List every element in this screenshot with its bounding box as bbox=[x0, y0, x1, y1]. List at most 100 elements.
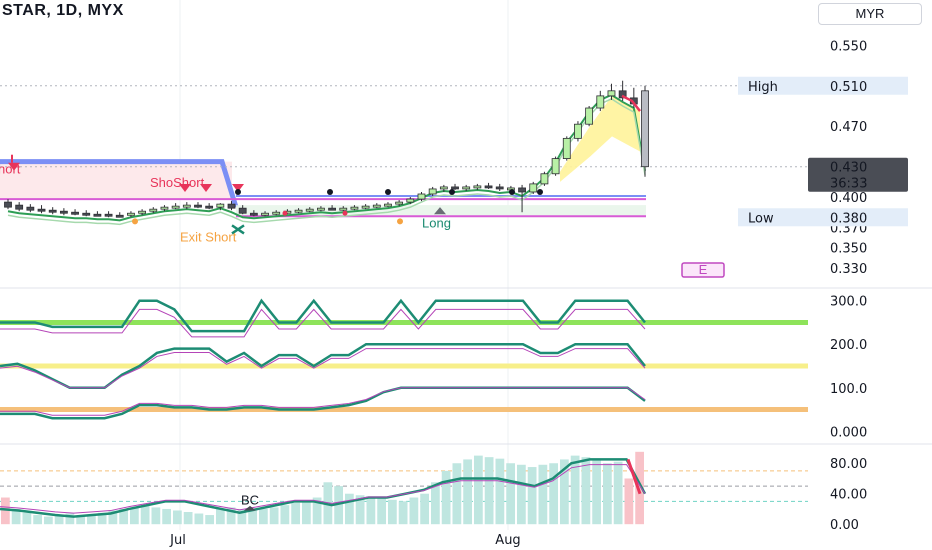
long-label: Long bbox=[422, 215, 451, 230]
candle-body bbox=[607, 90, 616, 97]
oscillator-bar bbox=[549, 463, 558, 525]
exit-dot bbox=[132, 218, 138, 225]
oscillator-bar bbox=[377, 498, 386, 525]
x-axis-label-jul: Jul bbox=[169, 533, 186, 548]
candle-body bbox=[641, 90, 649, 168]
price-tick-label: 0.400 bbox=[830, 191, 867, 206]
oscillator-bar bbox=[420, 493, 429, 525]
short-signal-arrow bbox=[179, 183, 191, 192]
candle-body bbox=[127, 212, 135, 216]
bc-marker bbox=[244, 505, 256, 511]
minor-signal-dot bbox=[282, 210, 288, 216]
oscillator-tick-label: 40.00 bbox=[830, 488, 867, 503]
signal-dot bbox=[385, 188, 391, 195]
oscillator-bar bbox=[33, 515, 42, 525]
oscillator-bar bbox=[130, 507, 139, 525]
high-label-badge bbox=[738, 76, 808, 95]
indicator-series-line bbox=[0, 386, 646, 420]
candle-body bbox=[238, 207, 247, 214]
price-tick-label: 0.350 bbox=[830, 242, 867, 257]
oscillator-bar bbox=[291, 502, 300, 525]
low-label-badge bbox=[738, 208, 808, 227]
bc-label: BC bbox=[241, 492, 259, 507]
candle-body bbox=[216, 203, 225, 208]
oscillator-bar bbox=[538, 464, 548, 525]
candle-body bbox=[205, 205, 214, 209]
short-signal-arrow bbox=[200, 183, 212, 192]
oscillator-bar bbox=[248, 510, 257, 525]
high-value: 0.510 bbox=[830, 80, 867, 95]
short-signal-arrow bbox=[232, 183, 244, 192]
short-label-2: ShoShort bbox=[150, 175, 205, 190]
indicator-signal-line bbox=[0, 387, 646, 416]
oscillator-bar bbox=[581, 457, 591, 525]
oscillator-bar bbox=[495, 458, 505, 525]
indicator-tick-label: 300.0 bbox=[830, 295, 867, 310]
oscillator-bar bbox=[119, 508, 128, 525]
candle-body bbox=[428, 188, 437, 195]
indicator-tick-label: 200.0 bbox=[830, 338, 867, 353]
oscillator-signal-line bbox=[0, 464, 646, 514]
short-signal-arrow bbox=[8, 162, 20, 171]
short-zone bbox=[0, 161, 232, 200]
long-signal-triangle bbox=[434, 207, 446, 215]
exit-short-label: Exit Short bbox=[180, 230, 237, 245]
price-tick-label: 0.470 bbox=[830, 120, 867, 135]
symbol-title: STAR, 1D, MYX bbox=[2, 2, 124, 19]
candle-body bbox=[350, 206, 359, 210]
oscillator-bar bbox=[22, 512, 32, 525]
signal-dot bbox=[537, 188, 543, 195]
price-tick-label: 0.330 bbox=[830, 262, 867, 277]
candle-body bbox=[171, 205, 180, 209]
oscillator-bar bbox=[140, 505, 150, 525]
oscillator-bar bbox=[173, 510, 182, 525]
indicator-tick-label: 100.0 bbox=[830, 382, 867, 397]
bar-countdown: 36:33 bbox=[830, 177, 867, 192]
candle-body bbox=[182, 204, 191, 208]
candle-body bbox=[596, 95, 605, 109]
indicator-signal-line bbox=[0, 348, 646, 389]
candle-body bbox=[406, 198, 415, 203]
oscillator-bar bbox=[570, 455, 580, 525]
candle-body bbox=[462, 186, 471, 190]
candle-body bbox=[93, 213, 102, 217]
candle-body bbox=[618, 90, 627, 99]
candle-body bbox=[261, 212, 269, 216]
exit-x-marker bbox=[231, 224, 245, 235]
oscillator-bar bbox=[452, 463, 462, 525]
oscillator-bar bbox=[237, 508, 247, 525]
indicator-tick-label: 0.000 bbox=[830, 425, 867, 440]
minor-signal-dot bbox=[342, 210, 348, 216]
short-label: hort bbox=[0, 162, 21, 177]
signal-dot bbox=[509, 188, 515, 195]
signal-dot bbox=[327, 188, 333, 195]
ma-fill-yellow bbox=[560, 95, 640, 182]
oscillator-bar bbox=[162, 508, 171, 525]
ma-line-lightgreen bbox=[7, 98, 646, 226]
oscillator-bar bbox=[506, 463, 515, 525]
candle-body bbox=[249, 212, 258, 216]
candle-body bbox=[194, 204, 202, 208]
oscillator-bar bbox=[613, 461, 623, 525]
oscillator-bar bbox=[409, 497, 419, 525]
oscillator-series-line bbox=[0, 458, 647, 518]
candle-body bbox=[71, 211, 79, 215]
candle-body bbox=[551, 158, 560, 175]
candle-body bbox=[104, 213, 113, 217]
exit-dot bbox=[397, 218, 403, 225]
candle-body bbox=[317, 207, 325, 211]
candle-body bbox=[294, 209, 303, 213]
candle-body bbox=[149, 208, 158, 212]
candle-body bbox=[339, 207, 348, 211]
candle-body bbox=[48, 209, 57, 213]
candle-body bbox=[395, 201, 404, 205]
oscillator-drop-line bbox=[626, 458, 642, 495]
oscillator-bar bbox=[11, 508, 21, 525]
low-value-badge bbox=[808, 208, 908, 227]
oscillator-bar bbox=[366, 496, 376, 525]
currency-selector[interactable]: MYR bbox=[818, 3, 922, 25]
price-tick-label: 0.550 bbox=[830, 39, 867, 54]
oscillator-bar bbox=[302, 501, 311, 525]
signal-dot bbox=[235, 188, 241, 195]
